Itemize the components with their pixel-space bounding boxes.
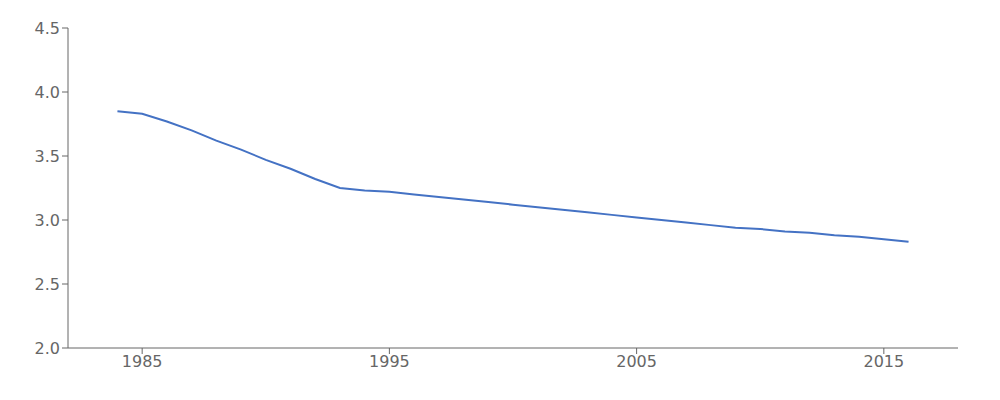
svg-text:1995: 1995 [369, 352, 410, 371]
svg-text:2015: 2015 [863, 352, 904, 371]
svg-text:3.5: 3.5 [35, 147, 60, 166]
svg-text:4.0: 4.0 [35, 83, 60, 102]
svg-text:1985: 1985 [122, 352, 163, 371]
svg-text:2.0: 2.0 [35, 339, 60, 358]
svg-text:2.5: 2.5 [35, 275, 60, 294]
svg-text:4.5: 4.5 [35, 19, 60, 38]
svg-text:2005: 2005 [616, 352, 657, 371]
svg-text:3.0: 3.0 [35, 211, 60, 230]
